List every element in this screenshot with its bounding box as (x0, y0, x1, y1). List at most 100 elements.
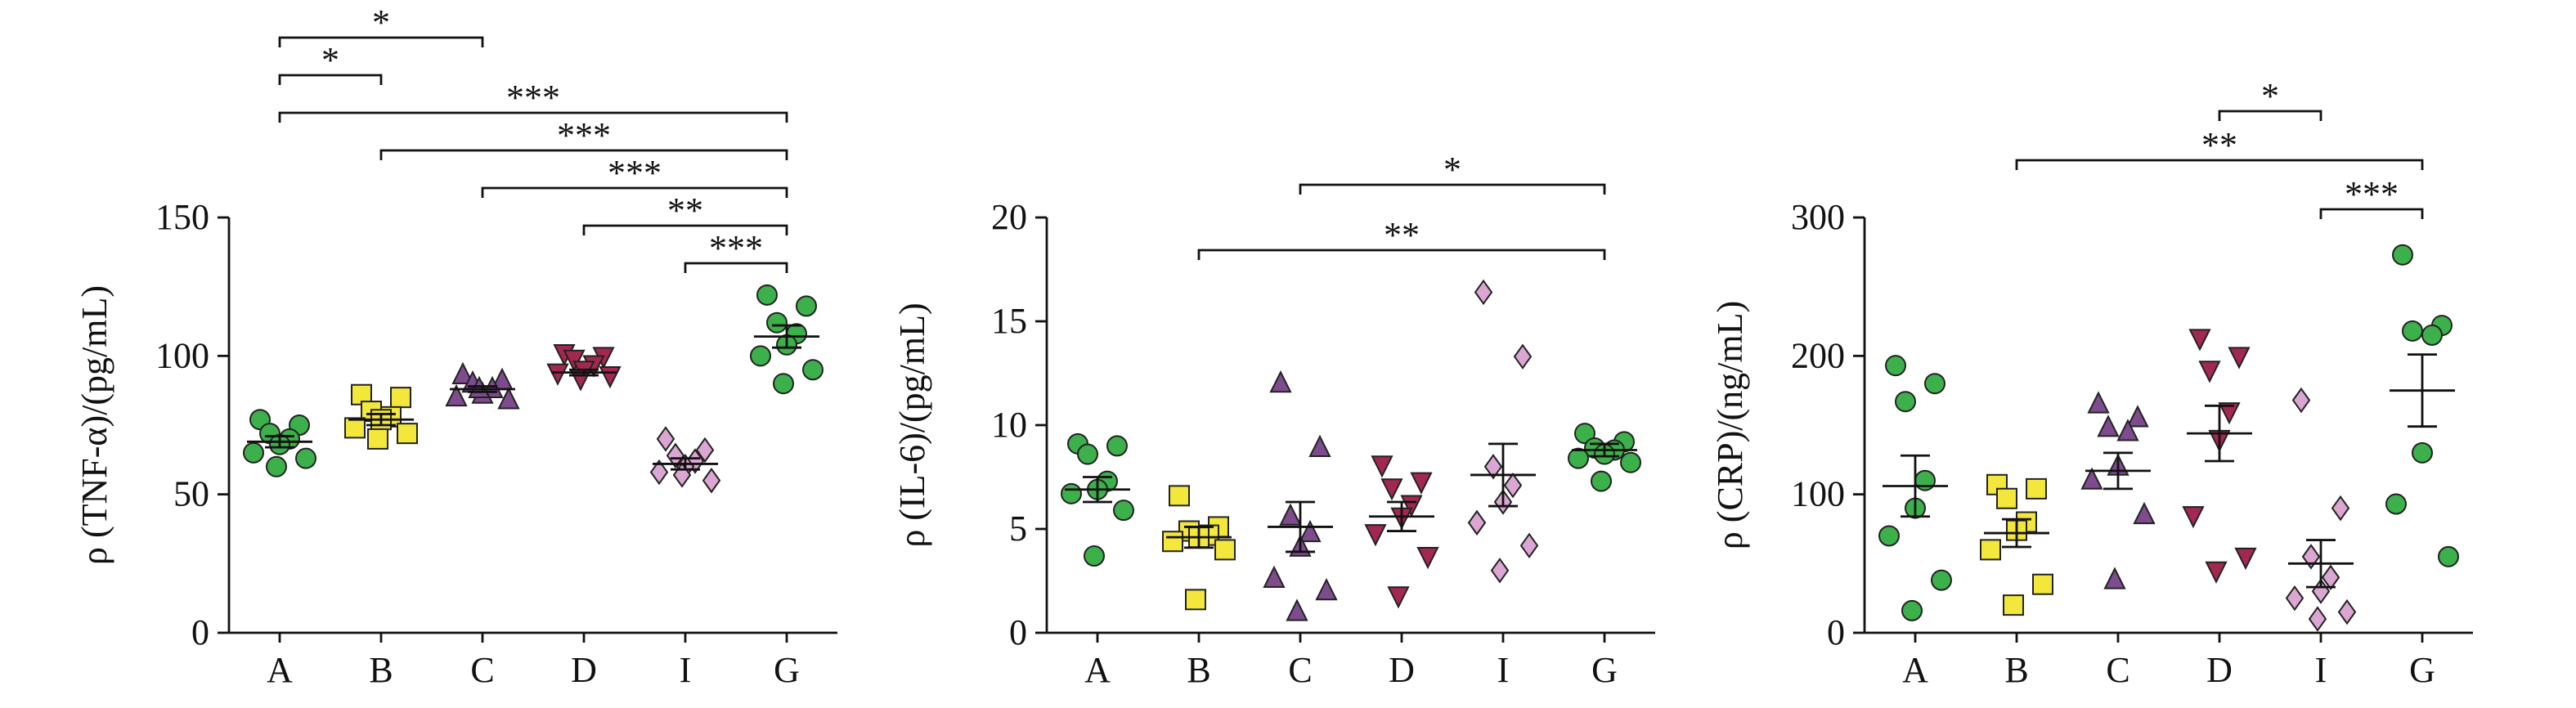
data-point (2205, 561, 2228, 585)
data-point (1568, 447, 1589, 469)
data-point (1574, 423, 1595, 445)
data-point (451, 361, 474, 385)
significance-label: *** (557, 115, 611, 155)
data-point (2321, 564, 2340, 590)
x-tick-label: D (1389, 650, 1415, 690)
error-bar (1184, 526, 1214, 549)
data-point (1169, 485, 1190, 507)
data-point (1474, 279, 1493, 306)
y-axis-label: ρ (IL-6)/(pg/mL) (892, 302, 932, 547)
data-point (243, 441, 264, 464)
data-point (1620, 451, 1641, 473)
significance-bracket (481, 186, 788, 198)
data-point (445, 383, 468, 407)
data-point (1513, 343, 1533, 370)
x-tick-label: A (1084, 650, 1111, 690)
data-point (2337, 598, 2357, 625)
data-point (2228, 347, 2251, 370)
data-point (2301, 544, 2321, 570)
data-point (2331, 495, 2350, 522)
data-point (1214, 539, 1236, 561)
data-point (1914, 469, 1936, 491)
x-tick-label: I (1497, 650, 1510, 690)
significance-bracket (2218, 110, 2322, 121)
data-point (1996, 487, 2017, 509)
error-bar (1286, 500, 1315, 553)
x-tick-label: B (2004, 650, 2028, 690)
data-point (1279, 503, 1302, 526)
data-point (2026, 477, 2047, 500)
y-tick-label: 150 (155, 197, 209, 237)
significance-bracket (379, 149, 788, 160)
data-point (367, 428, 388, 450)
data-point (2097, 414, 2120, 437)
x-tick-label: B (369, 650, 393, 690)
data-point (2126, 405, 2149, 428)
data-point (2182, 506, 2205, 529)
data-point (1931, 569, 1952, 591)
data-point (796, 295, 817, 317)
data-point (2218, 402, 2241, 425)
data-point (1490, 558, 1510, 584)
data-point (2003, 594, 2024, 616)
significance-label: * (1443, 150, 1461, 190)
data-point (2198, 361, 2221, 383)
data-point (1980, 539, 2001, 561)
significance-label: *** (608, 153, 662, 193)
y-tick-label: 100 (1791, 474, 1845, 514)
data-point (1061, 482, 1082, 504)
data-point (2133, 501, 2156, 525)
significance-label: * (2261, 76, 2279, 116)
significance-bracket (278, 36, 484, 47)
error-bar (1083, 476, 1112, 504)
data-point (1308, 434, 1331, 457)
data-point (344, 417, 366, 439)
significance-label: * (372, 2, 390, 43)
error-bar (366, 413, 396, 427)
x-tick-label: G (2409, 650, 2435, 690)
data-point (1400, 495, 1423, 518)
y-axis-label: ρ (TNF-α)/(pg/mL) (74, 285, 114, 565)
error-bar (2002, 518, 2031, 549)
data-point (2285, 585, 2304, 612)
y-tick-label: 50 (173, 474, 209, 514)
y-tick-label: 0 (1827, 612, 1845, 652)
data-point (1410, 472, 1433, 495)
data-point (2421, 324, 2443, 346)
data-point (1503, 472, 1523, 499)
data-point (2087, 391, 2110, 414)
data-point (2234, 547, 2257, 571)
x-tick-label: C (2106, 650, 2129, 690)
significance-label: * (321, 40, 339, 80)
data-point (2308, 606, 2327, 632)
data-point (1591, 470, 1612, 492)
data-point (2103, 567, 2126, 589)
y-tick-label: 20 (991, 197, 1027, 237)
significance-bracket (2319, 208, 2424, 219)
data-point (1269, 370, 1292, 393)
x-tick-label: D (2206, 650, 2233, 690)
data-point (1106, 435, 1128, 457)
significance-label: *** (2345, 174, 2399, 214)
data-point (695, 437, 715, 464)
error-bar (2205, 404, 2234, 463)
x-tick-label: I (2315, 650, 2327, 690)
x-tick-label: D (571, 650, 597, 690)
data-point (2032, 573, 2053, 595)
data-point (1371, 455, 1393, 478)
data-point (397, 423, 418, 445)
x-tick-label: A (267, 650, 293, 690)
data-point (1084, 545, 1105, 567)
data-point (656, 426, 675, 452)
data-point (2385, 493, 2407, 515)
significance-bracket (582, 224, 788, 235)
significance-label: ** (667, 190, 703, 231)
y-tick-label: 300 (1791, 197, 1845, 237)
y-tick-label: 100 (155, 335, 209, 375)
significance-label: *** (506, 78, 560, 118)
data-point (1162, 531, 1183, 553)
data-point (702, 468, 721, 494)
significance-label: *** (709, 228, 763, 268)
